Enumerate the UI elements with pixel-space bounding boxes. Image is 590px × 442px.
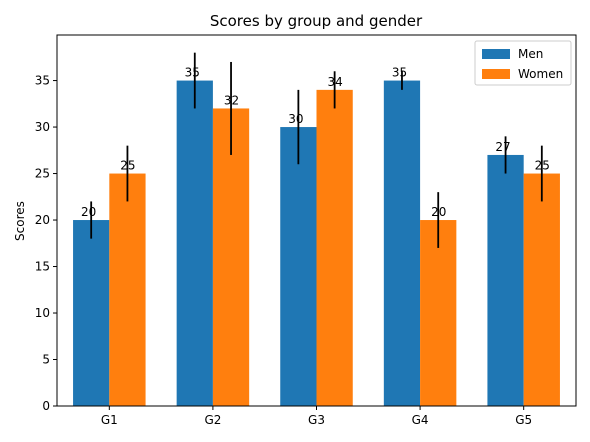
bar-men: [73, 220, 110, 406]
y-tick-label: 20: [35, 213, 50, 227]
legend: Men Women: [474, 40, 572, 86]
x-tick-label: G2: [204, 413, 221, 427]
bar-men: [280, 127, 317, 406]
y-tick-label: 5: [42, 353, 50, 367]
data-label: 27: [495, 140, 510, 154]
bar-women: [212, 108, 250, 406]
plot-frame: [56, 34, 577, 407]
y-tick-label: 15: [35, 260, 50, 274]
bar-women: [109, 173, 146, 406]
y-tick-label: 25: [35, 167, 50, 181]
bar-women: [420, 220, 457, 406]
data-label: 20: [431, 205, 446, 219]
plot-area: 0 5 10 15 20 25 30 35 G1 G2 G3 G4 G5 20 35 30 35 27 25 32 34…: [35, 52, 560, 427]
bar-men: [487, 154, 524, 406]
data-label: 20: [81, 205, 96, 219]
data-label: 25: [535, 159, 550, 173]
x-tick-label: G5: [515, 413, 532, 427]
x-tick-label: G3: [308, 413, 325, 427]
legend-swatch-men: [482, 49, 510, 59]
legend-label-men: Men: [518, 47, 543, 61]
y-tick-label: 0: [42, 399, 50, 413]
chart-title: Scores by group and gender: [210, 12, 423, 30]
data-label: 30: [288, 112, 303, 126]
bar-men: [176, 80, 213, 406]
y-tick-label: 35: [35, 74, 50, 88]
legend-swatch-women: [482, 69, 510, 79]
bar-men: [383, 80, 421, 406]
bar-women: [523, 173, 560, 406]
legend-label-women: Women: [518, 67, 563, 81]
data-label: 32: [224, 93, 239, 107]
x-tick-label: G1: [101, 413, 118, 427]
data-label: 25: [120, 159, 135, 173]
data-label: 35: [392, 66, 407, 80]
data-label: 34: [327, 75, 342, 89]
y-tick-label: 30: [35, 120, 50, 134]
y-axis-label: Scores: [13, 201, 27, 241]
y-tick-label: 10: [35, 306, 50, 320]
x-tick-label: G4: [412, 413, 429, 427]
data-label: 35: [185, 66, 200, 80]
bar-women: [316, 89, 353, 406]
